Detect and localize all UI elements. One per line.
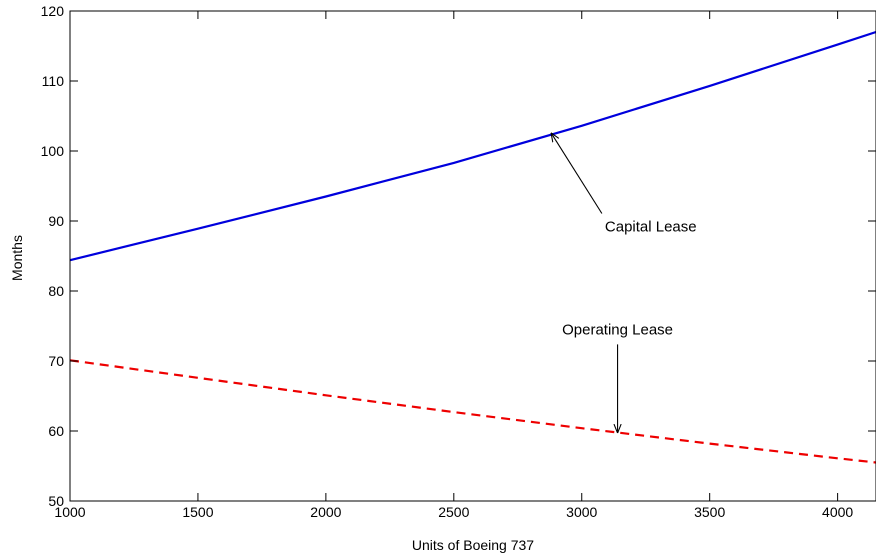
annotation-layer: Capital Lease Operating Lease <box>551 133 697 434</box>
x-tick-label: 3000 <box>566 504 597 520</box>
annotation-label: Capital Lease <box>605 219 697 236</box>
x-tick-label: 1000 <box>54 504 85 520</box>
annotation-label: Operating Lease <box>562 321 673 338</box>
y-axis-label: Months <box>9 235 25 281</box>
x-tick-label: 2000 <box>310 504 341 520</box>
y-tick-label: 100 <box>41 143 65 159</box>
y-tick-label: 80 <box>48 283 64 299</box>
plot-frame <box>69 10 876 502</box>
series-line-operating-lease <box>69 359 876 464</box>
x-tick-label: 1500 <box>182 504 213 520</box>
x-tick-label: 4000 <box>822 504 853 520</box>
y-tick-label: 70 <box>48 353 64 369</box>
series-layer <box>69 30 876 464</box>
x-axis-label: Units of Boeing 737 <box>412 537 534 553</box>
x-tick-label: 3500 <box>694 504 725 520</box>
y-tick-label: 90 <box>48 213 64 229</box>
x-tick-label: 2500 <box>438 504 469 520</box>
y-tick-label: 120 <box>41 3 65 19</box>
annotation-arrow <box>551 133 603 214</box>
y-tick-label: 60 <box>48 423 64 439</box>
ticks-layer: 1000 1500 2000 2500 3000 3500 4000 50 60 70 80 90 10… <box>41 3 876 520</box>
y-tick-label: 110 <box>42 73 65 89</box>
y-tick-label: 50 <box>48 493 64 509</box>
series-line-capital-lease <box>69 30 876 262</box>
